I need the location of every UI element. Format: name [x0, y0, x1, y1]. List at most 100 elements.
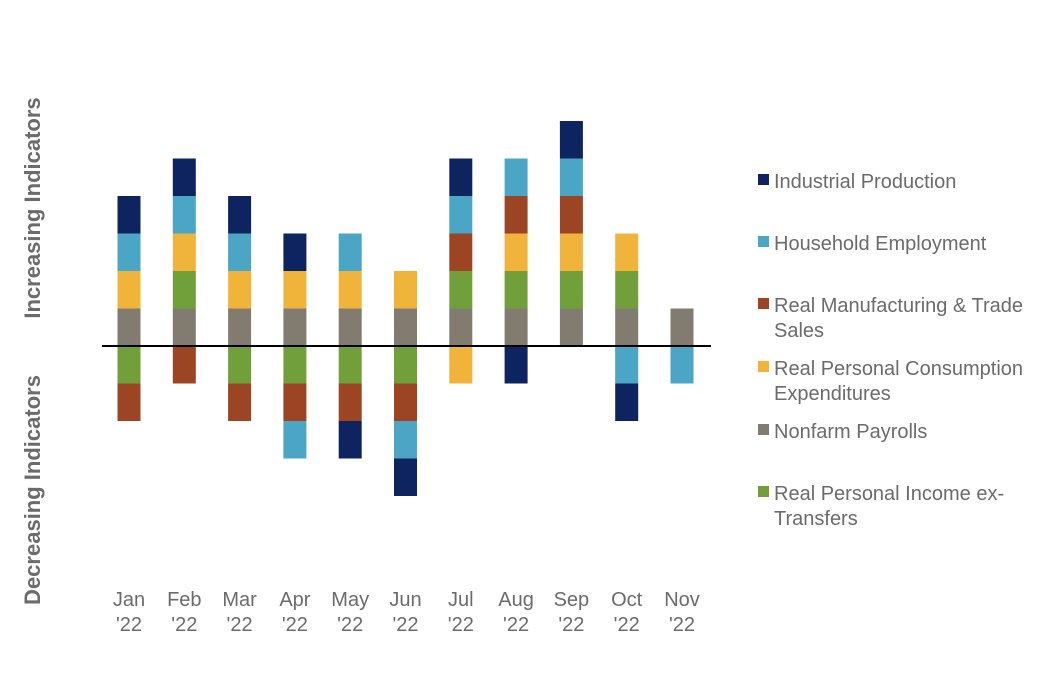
x-tick-label-jan-month: Jan [113, 589, 145, 611]
legend-label-mfg-line2: Sales [774, 320, 824, 342]
x-tick-label-feb-month: Feb [167, 589, 201, 611]
bar-segment-industrial-aug [504, 346, 528, 384]
bar-segment-income-mar [228, 346, 252, 384]
x-tick-label-jul-month: Jul [448, 589, 474, 611]
bar-segment-income-may [338, 346, 362, 384]
bar-segment-industrial-jan [117, 196, 141, 234]
bar-segment-household-apr [283, 421, 307, 459]
x-tick-label-aug-year: '22 [503, 614, 529, 636]
legend-swatch-industrial [758, 174, 769, 185]
bar-segment-mfg-feb [172, 346, 196, 384]
bar-segment-household-mar [228, 233, 252, 271]
bar-segment-household-may [338, 233, 362, 271]
legend-swatch-mfg [758, 298, 769, 309]
bar-segment-nonfarm-mar [228, 308, 252, 346]
bar-segment-pce-apr [283, 271, 307, 309]
bar-segment-nonfarm-sep [559, 308, 583, 346]
legend-swatch-nonfarm [758, 424, 769, 435]
bar-segment-industrial-oct [615, 383, 639, 421]
bar-segment-income-apr [283, 346, 307, 384]
x-tick-label-apr-year: '22 [282, 614, 308, 636]
bar-segment-mfg-aug [504, 196, 528, 234]
bar-segment-mfg-jan [117, 383, 141, 421]
x-tick-label-nov-year: '22 [669, 614, 695, 636]
bar-segment-mfg-sep [559, 196, 583, 234]
x-tick-label-jan-year: '22 [116, 614, 142, 636]
bar-segment-household-jun [394, 421, 417, 459]
legend-swatch-household [758, 236, 769, 247]
x-tick-label-aug-month: Aug [498, 589, 534, 611]
bar-segment-income-oct [615, 271, 639, 309]
bar-segment-pce-mar [228, 271, 252, 309]
bar-segment-mfg-jul [449, 233, 473, 271]
bar-segment-pce-jul [449, 346, 473, 384]
bars-layer [117, 121, 694, 496]
bar-segment-industrial-sep [559, 121, 583, 159]
bar-segment-pce-sep [559, 233, 583, 271]
bar-segment-nonfarm-feb [172, 308, 196, 346]
bar-segment-pce-may [338, 271, 362, 309]
x-tick-label-oct-month: Oct [611, 589, 643, 611]
legend-label-pce-line1: Real Personal Consumption [774, 358, 1023, 380]
x-tick-label-apr-month: Apr [279, 589, 310, 611]
legend-label-industrial-line1: Industrial Production [774, 171, 956, 193]
bar-segment-nonfarm-may [338, 308, 362, 346]
bar-segment-nonfarm-jul [449, 308, 473, 346]
increasing-indicators-label: Increasing Indicators [20, 97, 45, 318]
decreasing-indicators-label: Decreasing Indicators [20, 375, 45, 605]
legend-swatch-income [758, 486, 769, 497]
bar-segment-income-jul [449, 271, 473, 309]
legend: Industrial Production Household Employmen… [758, 171, 1023, 530]
bar-segment-industrial-jun [394, 458, 417, 496]
bar-segment-income-feb [172, 271, 196, 309]
bar-segment-income-aug [504, 271, 528, 309]
x-tick-label-jun-month: Jun [389, 589, 421, 611]
bar-segment-mfg-jun [394, 383, 417, 421]
bar-segment-household-nov [670, 346, 694, 384]
x-tick-label-may-month: May [331, 589, 369, 611]
legend-label-pce-line2: Expenditures [774, 383, 891, 405]
bar-segment-industrial-jul [449, 158, 473, 196]
bar-segment-nonfarm-apr [283, 308, 307, 346]
legend-label-household-line1: Household Employment [774, 233, 987, 255]
bar-segment-nonfarm-oct [615, 308, 639, 346]
bar-segment-nonfarm-aug [504, 308, 528, 346]
bar-segment-household-feb [172, 196, 196, 234]
legend-label-income-line2: Transfers [774, 508, 858, 530]
bar-segment-industrial-mar [228, 196, 252, 234]
x-axis-tick-labels: Jan '22 Feb '22 Mar '22 Apr '22 May '22 Jun '22 Jul '… [113, 589, 700, 636]
x-tick-label-mar-month: Mar [222, 589, 257, 611]
x-tick-label-sep-year: '22 [558, 614, 584, 636]
bar-segment-pce-oct [615, 233, 639, 271]
bar-segment-pce-jan [117, 271, 141, 309]
bar-segment-industrial-apr [283, 233, 307, 271]
bar-segment-pce-feb [172, 233, 196, 271]
bar-segment-income-jan [117, 346, 141, 384]
x-tick-label-jul-year: '22 [448, 614, 474, 636]
bar-segment-mfg-may [338, 383, 362, 421]
bar-segment-mfg-apr [283, 383, 307, 421]
bar-segment-household-oct [615, 346, 639, 384]
bar-segment-nonfarm-nov [670, 308, 694, 346]
bar-segment-income-sep [559, 271, 583, 309]
bar-segment-industrial-feb [172, 158, 196, 196]
bar-segment-household-jan [117, 233, 141, 271]
bar-segment-household-sep [559, 158, 583, 196]
x-tick-label-feb-year: '22 [171, 614, 197, 636]
x-tick-label-jun-year: '22 [392, 614, 418, 636]
bar-segment-industrial-may [338, 421, 362, 459]
x-tick-label-may-year: '22 [337, 614, 363, 636]
legend-swatch-pce [758, 361, 769, 372]
bar-segment-mfg-mar [228, 383, 252, 421]
x-tick-label-sep-month: Sep [554, 589, 590, 611]
bar-segment-pce-aug [504, 233, 528, 271]
x-tick-label-mar-year: '22 [227, 614, 253, 636]
legend-label-mfg-line1: Real Manufacturing & Trade [774, 295, 1023, 317]
x-tick-label-oct-year: '22 [614, 614, 640, 636]
bar-segment-nonfarm-jun [394, 308, 417, 346]
x-tick-label-nov-month: Nov [664, 589, 700, 611]
bar-segment-household-jul [449, 196, 473, 234]
legend-label-income-line1: Real Personal Income ex- [774, 483, 1004, 505]
bar-segment-nonfarm-jan [117, 308, 141, 346]
